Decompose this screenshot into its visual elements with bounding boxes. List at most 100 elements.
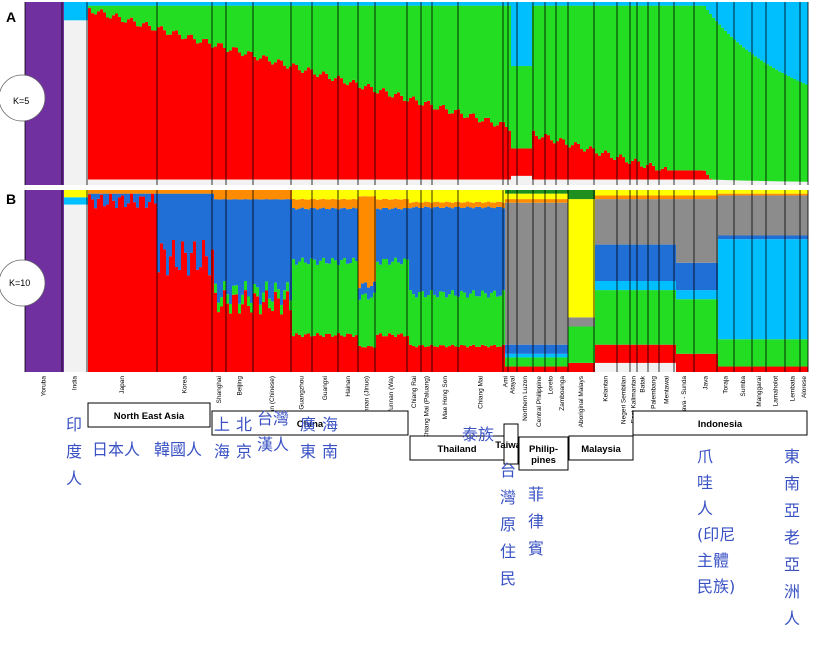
admixture-segment-a [730, 180, 734, 185]
admixture-segment-b [241, 294, 245, 305]
admixture-segment-b [616, 362, 620, 372]
admixture-segment-b [658, 362, 662, 372]
admixture-segment-a [181, 2, 185, 6]
admixture-segment-b [595, 281, 599, 291]
admixture-segment-b [574, 317, 578, 327]
admixture-segment-b [793, 193, 797, 196]
admixture-segment-b [718, 366, 722, 372]
admixture-segment-b [103, 190, 107, 194]
admixture-segment-a [397, 179, 401, 185]
admixture-segment-b [361, 283, 365, 295]
admixture-segment-b [118, 193, 122, 198]
admixture-segment-a [607, 152, 611, 180]
admixture-segment-b [625, 190, 629, 196]
admixture-segment-a [349, 179, 353, 185]
admixture-segment-b [655, 190, 659, 196]
admixture-segment-a [454, 5, 458, 110]
admixture-segment-b [433, 346, 437, 372]
admixture-segment-a [472, 5, 476, 114]
admixture-segment-b [670, 362, 674, 372]
admixture-segment-a [769, 66, 773, 182]
population-label: Chiang Rai [411, 376, 418, 408]
admixture-segment-b [688, 262, 692, 291]
admixture-segment-b [388, 199, 392, 210]
region-label: Taiwan [495, 440, 527, 451]
admixture-segment-b [331, 190, 335, 199]
admixture-segment-b [148, 190, 152, 194]
admixture-segment-b [586, 199, 590, 318]
admixture-segment-b [295, 209, 299, 265]
admixture-segment-a [379, 2, 383, 6]
admixture-segment-b [451, 290, 455, 345]
admixture-segment-a [457, 2, 461, 6]
admixture-segment-a [79, 2, 83, 21]
admixture-segment-b [190, 190, 194, 194]
admixture-segment-b [505, 366, 509, 372]
admixture-segment-b [364, 282, 368, 294]
admixture-segment-a [112, 2, 116, 6]
admixture-segment-a [532, 5, 536, 131]
svg-text:灣: 灣 [500, 488, 516, 507]
admixture-segment-b [526, 353, 530, 358]
admixture-segment-a [643, 5, 647, 168]
admixture-segment-a [184, 5, 188, 39]
admixture-segment-a [403, 179, 407, 185]
admixture-segment-a [76, 20, 80, 185]
admixture-segment-b [655, 362, 659, 372]
admixture-segment-b [256, 287, 260, 297]
admixture-segment-a [505, 126, 509, 180]
admixture-segment-b [679, 299, 683, 354]
admixture-segment-b [754, 195, 758, 236]
admixture-segment-b [502, 208, 506, 291]
admixture-segment-a [175, 2, 179, 6]
admixture-segment-b [631, 362, 635, 372]
svg-text:台灣: 台灣 [257, 409, 289, 428]
svg-text:民: 民 [500, 569, 516, 588]
admixture-segment-a [118, 5, 122, 17]
admixture-segment-b [706, 290, 710, 300]
admixture-segment-a [112, 5, 116, 16]
admixture-segment-b [160, 190, 164, 194]
admixture-segment-b [742, 235, 746, 240]
admixture-segment-b [463, 345, 467, 372]
admixture-segment-b [532, 366, 536, 372]
admixture-segment-b [766, 339, 770, 367]
admixture-segment-b [520, 193, 524, 200]
admixture-segment-b [538, 357, 542, 367]
admixture-segment-a [88, 2, 92, 6]
admixture-segment-a [394, 179, 398, 185]
admixture-segment-b [256, 190, 260, 200]
admixture-segment-a [463, 5, 467, 118]
svg-text:北: 北 [236, 415, 252, 434]
admixture-segment-a [658, 179, 662, 185]
admixture-segment-a [556, 141, 560, 180]
admixture-segment-b [121, 193, 125, 196]
admixture-segment-b [427, 346, 431, 372]
admixture-segment-b [439, 190, 443, 203]
admixture-segment-b [625, 290, 629, 345]
region-box: China [211, 410, 409, 436]
admixture-segment-a [460, 179, 464, 185]
admixture-segment-b [619, 190, 623, 196]
admixture-segment-b [472, 208, 476, 291]
admixture-segment-b [514, 199, 518, 203]
admixture-segment-b [499, 190, 503, 202]
admixture-segment-b [742, 339, 746, 367]
admixture-segment-b [607, 362, 611, 372]
admixture-segment-a [556, 2, 560, 6]
admixture-segment-b [199, 267, 203, 372]
population-label: Aboriginal Malays [578, 375, 585, 427]
admixture-segment-b [535, 366, 539, 372]
admixture-segment-a [664, 2, 668, 6]
admixture-segment-b [145, 190, 149, 194]
admixture-segment-a [286, 5, 290, 69]
admixture-segment-a [139, 26, 143, 180]
admixture-segment-b [556, 353, 560, 358]
admixture-segment-a [802, 83, 806, 182]
admixture-segment-a [433, 179, 437, 185]
admixture-segment-a [214, 179, 218, 185]
admixture-segment-b [244, 281, 248, 291]
admixture-segment-a [751, 54, 755, 181]
admixture-segment-b [634, 290, 638, 345]
admixture-segment-a [187, 2, 191, 6]
